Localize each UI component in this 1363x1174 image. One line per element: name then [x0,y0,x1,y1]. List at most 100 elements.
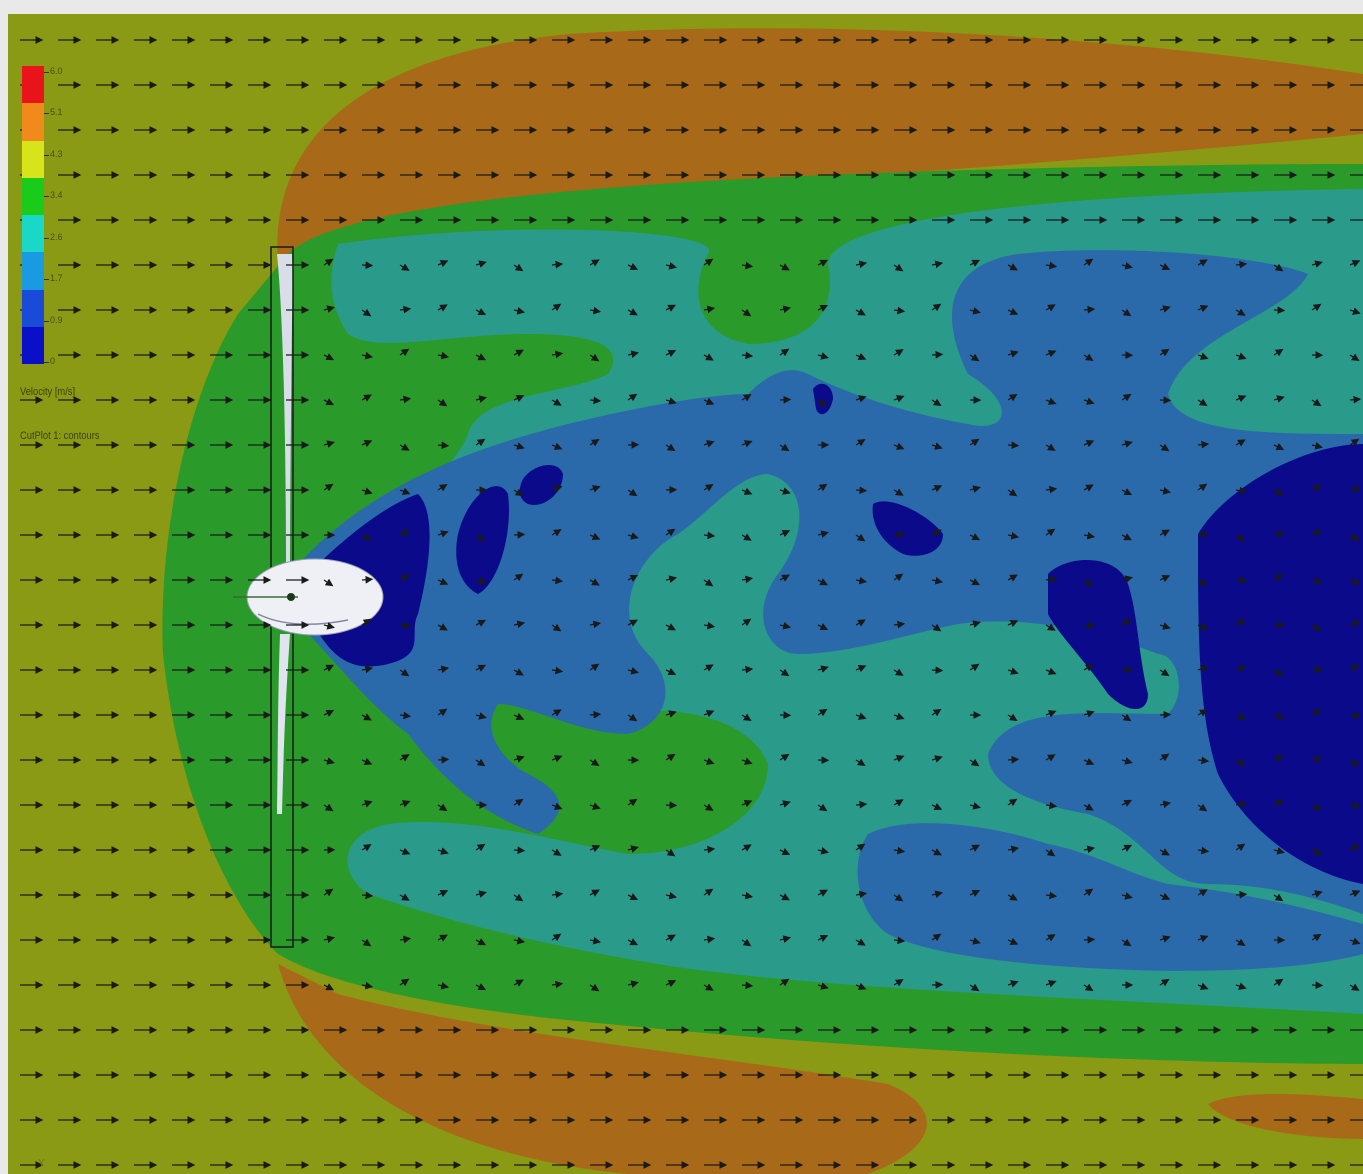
velocity-vector-arrow [399,621,412,630]
velocity-vector-arrow [551,848,562,856]
velocity-vector-arrow [513,488,524,497]
velocity-vector-arrow [1273,263,1284,272]
velocity-vector-arrow [779,848,791,856]
velocity-vector-arrow [931,933,942,942]
velocity-vector-arrow [437,981,450,990]
velocity-vector-arrow [399,530,411,538]
velocity-vector-arrow [969,758,980,767]
velocity-vector-arrow [817,530,829,538]
velocity-vector-arrow [589,259,600,267]
velocity-vector-arrow [1311,398,1322,407]
velocity-vector-arrow [627,308,638,316]
velocity-vector-arrow [1007,937,1019,945]
velocity-vector-arrow [817,847,830,855]
velocity-vector-arrow [1159,574,1171,583]
velocity-vector-arrow [703,353,714,361]
velocity-vector-arrow [665,575,678,584]
velocity-vector-arrow [589,620,602,629]
velocity-vector-arrow [1311,577,1323,585]
velocity-vector-arrow [1045,528,1056,537]
velocity-vector-arrow [1235,665,1247,673]
core-region-d [872,501,943,556]
velocity-vector-arrow [1273,442,1285,451]
velocity-vector-arrow [969,578,981,586]
velocity-vector-arrow [1311,847,1323,856]
velocity-vector-arrow [627,980,639,988]
velocity-vector-arrow [1159,668,1170,677]
velocity-vector-arrow [1121,618,1132,627]
velocity-vector-arrow [1007,574,1018,582]
velocity-vector-arrow [893,488,904,496]
velocity-vector-arrow [551,485,563,493]
velocity-vector-arrow [361,487,373,495]
velocity-vector-arrow [779,574,790,582]
velocity-vector-arrow [1083,935,1096,944]
velocity-vector-arrow [779,395,792,404]
velocity-vector-arrow [893,893,904,902]
velocity-vector-arrow [1311,442,1323,450]
velocity-vector-arrow [437,351,450,360]
velocity-vector-arrow [513,442,525,450]
velocity-vector-arrow [665,349,677,357]
velocity-vector-arrow [551,623,562,632]
velocity-vector-arrow [475,438,486,447]
velocity-vector-arrow [893,349,904,357]
velocity-contour-field [8,14,1363,1174]
velocity-vector-arrow [1083,531,1096,540]
velocity-vector-arrow [589,889,600,897]
velocity-vector-arrow [741,800,753,808]
velocity-vector-arrow [551,666,564,675]
velocity-vector-arrow [779,443,790,452]
velocity-vector-arrow [551,890,564,899]
velocity-vector-arrow [855,260,868,269]
velocity-vector-arrow [1273,754,1285,762]
velocity-vector-arrow [1007,350,1019,358]
velocity-vector-arrow [1159,935,1171,943]
legend-tick-label: 1.7 [44,273,63,284]
velocity-vector-arrow [1121,844,1133,852]
velocity-vector-arrow [589,936,602,945]
velocity-vector-arrow [1235,439,1246,447]
velocity-vector-arrow [1349,801,1362,810]
velocity-vector-arrow [893,530,906,539]
velocity-vector-arrow [703,710,715,718]
velocity-vector-arrow [1159,978,1170,987]
velocity-vector-arrow [969,889,981,897]
velocity-vector-arrow [1235,800,1248,809]
legend-tick-label: 0 [43,356,56,366]
velocity-vector-arrow [665,667,677,676]
velocity-vector-arrow [437,483,448,492]
velocity-vector-arrow [665,304,677,312]
velocity-vector-arrow [893,712,905,720]
velocity-vector-arrow [1235,395,1247,403]
velocity-vector-arrow [361,440,373,448]
velocity-vector-arrow [1083,888,1094,897]
velocity-vector-arrow [1349,395,1362,404]
velocity-vector-arrow [779,893,790,901]
velocity-vector-arrow [551,260,564,269]
velocity-vector-arrow [589,485,601,493]
velocity-vector-arrow [1273,799,1285,807]
velocity-vector-arrow [361,618,372,627]
velocity-vector-arrow [627,532,639,540]
velocity-vector-arrow [855,576,868,585]
velocity-vector-arrow [931,529,942,537]
velocity-vector-arrow [969,259,981,267]
velocity-vector-arrow [627,262,639,271]
velocity-vector-arrow [931,485,943,493]
velocity-vector-arrow [1083,803,1094,811]
cut-plot-viewport[interactable]: 6.0 5.1 4.3 3.4 2.6 1.7 0.9 0 Velocity [m/s] Cu… [8,14,1363,1174]
velocity-vector-arrow [1235,533,1246,542]
core-region-f [1198,444,1363,884]
velocity-vector-arrow [589,353,600,362]
velocity-vector-arrow [1083,258,1094,267]
velocity-vector-arrow [855,843,866,852]
velocity-vector-arrow [1083,397,1095,405]
velocity-vector-arrow [323,983,334,991]
velocity-vector-arrow [1121,799,1133,807]
velocity-vector-arrow [1273,395,1285,403]
velocity-vector-arrow [475,395,487,403]
velocity-vector-arrow [703,531,716,540]
velocity-vector-arrow [1235,843,1246,852]
velocity-vector-arrow [437,934,448,942]
